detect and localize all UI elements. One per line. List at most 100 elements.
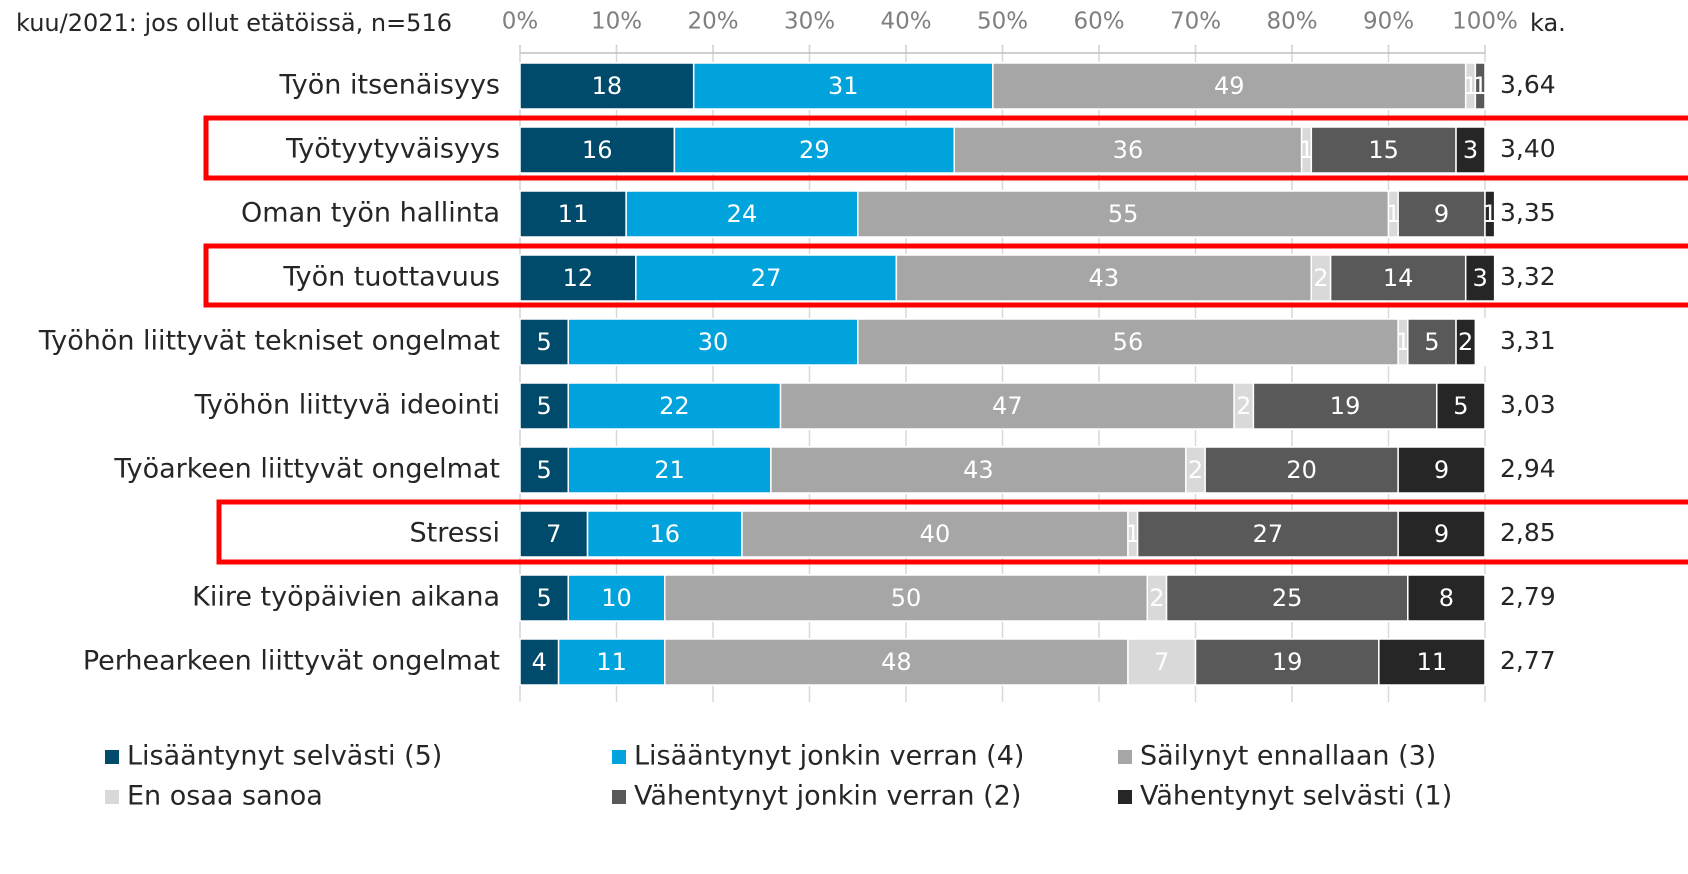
bar-segment bbox=[519, 638, 560, 686]
x-tick-label: 90% bbox=[1363, 9, 1414, 35]
data-label: 43 bbox=[963, 456, 994, 484]
data-label: 1 bbox=[1125, 520, 1140, 548]
category-label: Työtyytyväisyys bbox=[285, 134, 500, 165]
x-tick-label: 0% bbox=[502, 9, 539, 35]
bar-segment bbox=[1397, 510, 1486, 558]
bar-segment bbox=[1436, 382, 1486, 430]
data-label: 25 bbox=[1272, 584, 1303, 612]
legend-label: En osaa sanoa bbox=[127, 781, 323, 812]
bar-segment bbox=[519, 510, 589, 558]
category-label: Työarkeen liittyvät ongelmat bbox=[113, 454, 500, 485]
data-label: 5 bbox=[1453, 392, 1468, 420]
data-label: 7 bbox=[546, 520, 561, 548]
data-label: 20 bbox=[1286, 456, 1317, 484]
legend-label: Vähentynyt selvästi (1) bbox=[1140, 781, 1452, 812]
data-label: 24 bbox=[727, 200, 758, 228]
legend-label: Vähentynyt jonkin verran (2) bbox=[634, 781, 1021, 812]
mean-label: 3,32 bbox=[1500, 262, 1556, 291]
highlights bbox=[203, 115, 1688, 565]
data-label: 14 bbox=[1383, 264, 1414, 292]
mean-label: 3,35 bbox=[1500, 198, 1556, 227]
data-label: 1 bbox=[1473, 72, 1488, 100]
highlight-box bbox=[203, 243, 1688, 308]
data-label: 12 bbox=[563, 264, 594, 292]
legend-label: Säilynyt ennallaan (3) bbox=[1140, 741, 1436, 772]
bar-segment bbox=[1310, 126, 1457, 174]
category-label: Työhön liittyvä ideointi bbox=[194, 390, 500, 421]
data-label: 29 bbox=[799, 136, 830, 164]
bar-segment bbox=[1474, 62, 1486, 110]
bar-segment bbox=[1464, 254, 1496, 302]
data-label: 5 bbox=[1424, 328, 1439, 356]
data-label: 30 bbox=[698, 328, 729, 356]
data-label: 16 bbox=[582, 136, 613, 164]
x-tick-label: 50% bbox=[977, 9, 1028, 35]
data-label: 18 bbox=[592, 72, 623, 100]
x-tick-label: 40% bbox=[880, 9, 931, 35]
highlight-box bbox=[203, 115, 1688, 181]
bar-segment bbox=[857, 190, 1390, 238]
data-label: 5 bbox=[536, 328, 551, 356]
bar-segment bbox=[557, 638, 666, 686]
data-label: 5 bbox=[536, 584, 551, 612]
bar-segment bbox=[519, 446, 569, 494]
bar-segment bbox=[519, 382, 569, 430]
data-label: 2 bbox=[1458, 328, 1473, 356]
data-label: 1 bbox=[1395, 328, 1410, 356]
data-label: 21 bbox=[654, 456, 685, 484]
data-label: 27 bbox=[751, 264, 782, 292]
category-label: Työn itsenäisyys bbox=[279, 70, 501, 101]
bar-segment bbox=[1194, 638, 1380, 686]
data-label: 11 bbox=[558, 200, 589, 228]
x-tick-label: 10% bbox=[591, 9, 642, 35]
data-label: 49 bbox=[1214, 72, 1245, 100]
legend-label: Lisääntynyt selvästi (5) bbox=[127, 741, 442, 772]
mean-label: 3,03 bbox=[1500, 390, 1556, 419]
data-label: 5 bbox=[536, 392, 551, 420]
mean-label: 2,85 bbox=[1500, 518, 1556, 547]
bar-segment bbox=[519, 190, 627, 238]
x-tick-label: 70% bbox=[1170, 9, 1221, 35]
data-label: 31 bbox=[828, 72, 859, 100]
data-label: 11 bbox=[596, 648, 627, 676]
data-label: 1 bbox=[1386, 200, 1401, 228]
bar-segment bbox=[664, 574, 1148, 622]
bar-segment bbox=[1329, 254, 1467, 302]
legend-swatch bbox=[1118, 790, 1132, 804]
mean-label: 2,79 bbox=[1500, 582, 1556, 611]
bar-segment bbox=[519, 574, 569, 622]
bar-segment bbox=[673, 126, 956, 174]
legend-swatch bbox=[105, 790, 119, 804]
data-label: 4 bbox=[532, 648, 547, 676]
data-label: 40 bbox=[920, 520, 951, 548]
bar-segment bbox=[1397, 446, 1486, 494]
bar-segment bbox=[567, 446, 772, 494]
data-label: 3 bbox=[1463, 136, 1478, 164]
data-label: 8 bbox=[1439, 584, 1454, 612]
data-label: 48 bbox=[881, 648, 912, 676]
data-label: 55 bbox=[1108, 200, 1139, 228]
category-label: Perhearkeen liittyvät ongelmat bbox=[83, 646, 500, 677]
bar-segment bbox=[1165, 574, 1409, 622]
data-label: 9 bbox=[1434, 456, 1449, 484]
data-label: 10 bbox=[601, 584, 632, 612]
legend-swatch bbox=[612, 790, 626, 804]
chart-subtitle: kuu/2021: jos ollut etätöissä, n=516 bbox=[16, 9, 452, 37]
bar-segment bbox=[895, 254, 1313, 302]
bar-segment bbox=[741, 510, 1129, 558]
data-label: 36 bbox=[1113, 136, 1144, 164]
x-tick-label: 20% bbox=[687, 9, 738, 35]
data-label: 3 bbox=[1473, 264, 1488, 292]
x-tick-label: 80% bbox=[1266, 9, 1317, 35]
data-label: 9 bbox=[1434, 520, 1449, 548]
legend-swatch bbox=[612, 750, 626, 764]
bar-segment bbox=[1397, 190, 1486, 238]
data-label: 27 bbox=[1253, 520, 1284, 548]
category-label: Työhön liittyvät tekniset ongelmat bbox=[38, 326, 500, 357]
bar-segment bbox=[586, 510, 743, 558]
mean-header: ka. bbox=[1530, 9, 1566, 37]
plot: 0% 10% 20% 30% 40% 50% 60% 70% 80% 90% 100% Työn it… bbox=[38, 9, 1556, 812]
bar-segment bbox=[692, 62, 994, 110]
category-label: Oman työn hallinta bbox=[241, 198, 500, 229]
